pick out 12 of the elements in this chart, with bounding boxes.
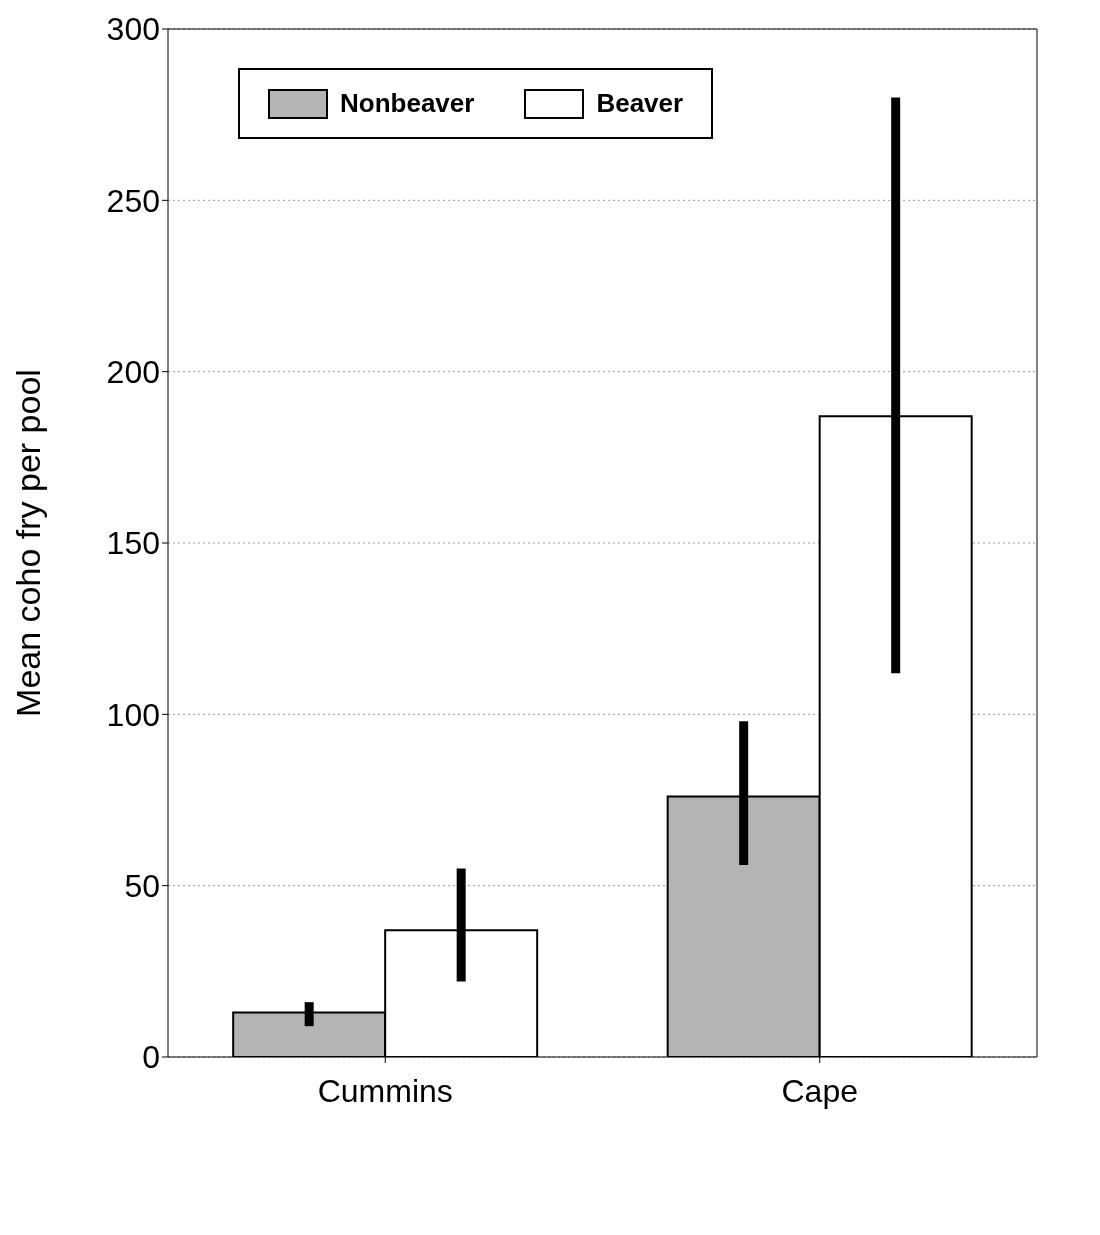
y-tick-label: 200 [106, 354, 160, 391]
y-tick-label: 0 [142, 1039, 160, 1076]
y-tick-label: 250 [106, 182, 160, 219]
x-tick-label: Cape [781, 1072, 858, 1109]
x-tick-label: Cummins [317, 1072, 453, 1109]
y-tick-label: 100 [106, 696, 160, 733]
legend-label: Beaver [596, 88, 684, 119]
y-tick-label: 50 [124, 868, 160, 905]
y-tick-label: 300 [106, 11, 160, 48]
y-axis-title: Mean coho fry per pool [9, 369, 48, 717]
y-tick-label: 150 [106, 525, 160, 562]
legend-label: Nonbeaver [340, 88, 475, 119]
